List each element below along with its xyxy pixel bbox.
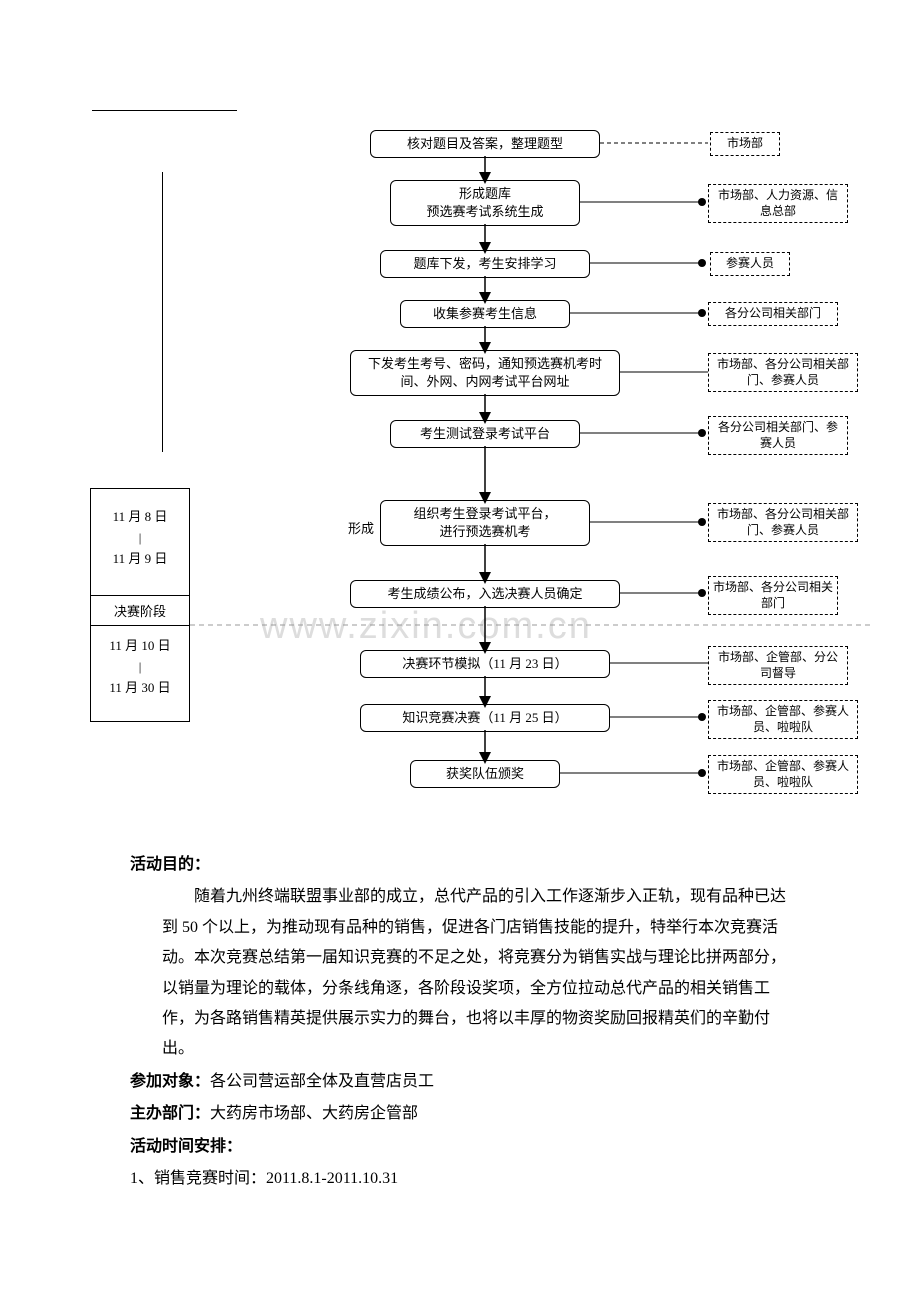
resp-box-3: 参赛人员 — [710, 252, 790, 276]
resp-box-10: 市场部、企管部、参赛人员、啦啦队 — [708, 700, 858, 739]
flow-box-10: 知识竞赛决赛（11 月 25 日） — [360, 704, 610, 732]
purpose-label: 活动目的： — [130, 856, 210, 873]
flow-box-7: 组织考生登录考试平台， 进行预选赛机考 — [380, 500, 590, 546]
schedule-heading: 活动时间安排： — [130, 1132, 800, 1162]
schedule-item-1: 1、销售竞赛时间：2011.8.1-2011.10.31 — [130, 1164, 800, 1194]
resp-box-2: 市场部、人力资源、信息总部 — [708, 184, 848, 223]
resp-box-5: 市场部、各分公司相关部门、参赛人员 — [708, 353, 858, 392]
timeline-cell-1: 11 月 8 日 | 11 月 9 日 — [91, 489, 189, 596]
resp-box-6: 各分公司相关部门、参赛人员 — [708, 416, 848, 455]
timeline-cell-3: 11 月 10 日 | 11 月 30 日 — [91, 626, 189, 721]
flowchart-diagram: www.zixin.com.cn 形成 核对题目及答案，整理题型 形成题库 预选… — [90, 110, 870, 810]
flow-box-11: 获奖队伍颁奖 — [410, 760, 560, 788]
schedule-item-num: 1、 — [130, 1170, 154, 1187]
resp-box-11: 市场部、企管部、参赛人员、啦啦队 — [708, 755, 858, 794]
host-label: 主办部门： — [130, 1105, 210, 1122]
participant-line: 参加对象：各公司营运部全体及直营店员工 — [130, 1067, 800, 1097]
timeline-cell-2: 决赛阶段 — [91, 596, 189, 626]
watermark-text: www.zixin.com.cn — [260, 605, 592, 648]
flow-box-2: 形成题库 预选赛考试系统生成 — [390, 180, 580, 226]
vline-left — [162, 172, 163, 452]
flow-box-4: 收集参赛考生信息 — [400, 300, 570, 328]
resp-box-9: 市场部、企管部、分公司督导 — [708, 646, 848, 685]
flow-box-5: 下发考生考号、密码，通知预选赛机考时间、外网、内网考试平台网址 — [350, 350, 620, 396]
purpose-paragraph: 随着九州终端联盟事业部的成立，总代产品的引入工作逐渐步入正轨，现有品种已达到 5… — [130, 882, 800, 1064]
flow-box-6: 考生测试登录考试平台 — [390, 420, 580, 448]
host-line: 主办部门：大药房市场部、大药房企管部 — [130, 1099, 800, 1129]
flow-box-8: 考生成绩公布，入选决赛人员确定 — [350, 580, 620, 608]
page-container: www.zixin.com.cn 形成 核对题目及答案，整理题型 形成题库 预选… — [0, 0, 920, 1302]
schedule-item-text: 销售竞赛时间：2011.8.1-2011.10.31 — [154, 1170, 398, 1187]
resp-box-7: 市场部、各分公司相关部门、参赛人员 — [708, 503, 858, 542]
side-label-forming: 形成 — [348, 518, 374, 537]
schedule-label: 活动时间安排： — [130, 1138, 242, 1155]
participant-text: 各公司营运部全体及直营店员工 — [210, 1073, 434, 1090]
flow-box-9: 决赛环节模拟（11 月 23 日） — [360, 650, 610, 678]
timeline-column: 11 月 8 日 | 11 月 9 日 决赛阶段 11 月 10 日 | 11 … — [90, 488, 190, 722]
flow-box-1: 核对题目及答案，整理题型 — [370, 130, 600, 158]
host-text: 大药房市场部、大药房企管部 — [210, 1105, 418, 1122]
resp-box-4: 各分公司相关部门 — [708, 302, 838, 326]
body-text: 活动目的： 随着九州终端联盟事业部的成立，总代产品的引入工作逐渐步入正轨，现有品… — [130, 850, 800, 1196]
resp-box-8: 市场部、各分公司相关部门 — [708, 576, 838, 615]
resp-box-1: 市场部 — [710, 132, 780, 156]
participant-label: 参加对象： — [130, 1073, 210, 1090]
purpose-heading: 活动目的： — [130, 850, 800, 880]
flow-box-3: 题库下发，考生安排学习 — [380, 250, 590, 278]
